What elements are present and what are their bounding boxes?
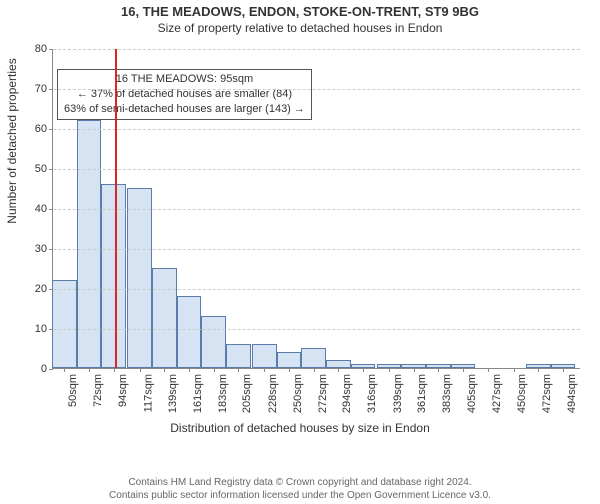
- xtick-label: 228sqm: [267, 374, 279, 413]
- bar: [226, 344, 251, 368]
- ytick-label: 0: [41, 363, 47, 375]
- ytick-label: 40: [35, 203, 47, 215]
- plot-area: 16 THE MEADOWS: 95sqm ← 37% of detached …: [52, 49, 580, 369]
- gridline: [53, 169, 580, 170]
- gridline: [53, 209, 580, 210]
- ytick-mark: [49, 129, 53, 130]
- xtick-mark: [389, 368, 390, 372]
- gridline: [53, 129, 580, 130]
- xtick-label: 450sqm: [517, 374, 529, 413]
- bar: [277, 352, 302, 368]
- footer-attribution: Contains HM Land Registry data © Crown c…: [0, 476, 600, 502]
- gridline: [53, 329, 580, 330]
- footer-line-1: Contains HM Land Registry data © Crown c…: [0, 476, 600, 489]
- xtick-label: 472sqm: [541, 374, 553, 413]
- xtick-mark: [338, 368, 339, 372]
- chart-title-main: 16, THE MEADOWS, ENDON, STOKE-ON-TRENT, …: [0, 4, 600, 19]
- bar: [152, 268, 177, 368]
- annotation-line-1: 16 THE MEADOWS: 95sqm: [64, 72, 305, 87]
- xtick-mark: [189, 368, 190, 372]
- xtick-label: 272sqm: [317, 374, 329, 413]
- xtick-mark: [89, 368, 90, 372]
- xtick-mark: [264, 368, 265, 372]
- footer-line-2: Contains public sector information licen…: [0, 489, 600, 502]
- ytick-mark: [49, 89, 53, 90]
- ytick-label: 10: [35, 323, 47, 335]
- xtick-mark: [414, 368, 415, 372]
- xtick-label: 383sqm: [441, 374, 453, 413]
- bar: [77, 120, 102, 368]
- ytick-mark: [49, 209, 53, 210]
- xtick-label: 427sqm: [491, 374, 503, 413]
- xtick-mark: [164, 368, 165, 372]
- gridline: [53, 289, 580, 290]
- ytick-label: 80: [35, 43, 47, 55]
- gridline: [53, 249, 580, 250]
- xtick-label: 94sqm: [117, 374, 129, 407]
- bar: [252, 344, 277, 368]
- xtick-label: 117sqm: [143, 374, 155, 412]
- ytick-label: 50: [35, 163, 47, 175]
- ytick-mark: [49, 49, 53, 50]
- xtick-label: 494sqm: [566, 374, 578, 413]
- ytick-mark: [49, 169, 53, 170]
- xtick-mark: [214, 368, 215, 372]
- bar: [52, 280, 77, 368]
- bar: [301, 348, 326, 368]
- xtick-mark: [64, 368, 65, 372]
- xtick-label: 50sqm: [67, 374, 79, 407]
- xtick-label: 250sqm: [292, 374, 304, 413]
- xtick-mark: [538, 368, 539, 372]
- gridline: [53, 49, 580, 50]
- bar: [101, 184, 126, 368]
- bar: [201, 316, 226, 368]
- x-axis-label: Distribution of detached houses by size …: [0, 421, 600, 435]
- xtick-label: 139sqm: [167, 374, 179, 413]
- xtick-mark: [463, 368, 464, 372]
- xtick-label: 72sqm: [92, 374, 104, 407]
- xtick-mark: [514, 368, 515, 372]
- ytick-label: 20: [35, 283, 47, 295]
- xtick-mark: [438, 368, 439, 372]
- ytick-label: 30: [35, 243, 47, 255]
- bar: [326, 360, 351, 368]
- xtick-mark: [363, 368, 364, 372]
- ytick-mark: [49, 289, 53, 290]
- bar: [177, 296, 202, 368]
- annotation-box: 16 THE MEADOWS: 95sqm ← 37% of detached …: [57, 69, 312, 120]
- xtick-label: 183sqm: [217, 374, 229, 413]
- xtick-mark: [488, 368, 489, 372]
- xtick-label: 205sqm: [241, 374, 253, 413]
- ytick-label: 60: [35, 123, 47, 135]
- y-axis-label: Number of detached properties: [5, 41, 19, 241]
- ytick-mark: [49, 329, 53, 330]
- gridline: [53, 89, 580, 90]
- xtick-label: 161sqm: [192, 374, 204, 413]
- chart-container: Number of detached properties 16 THE MEA…: [0, 41, 600, 441]
- marker-line: [115, 49, 117, 368]
- xtick-label: 294sqm: [341, 374, 353, 413]
- annotation-line-3: 63% of semi-detached houses are larger (…: [64, 102, 305, 117]
- xtick-mark: [140, 368, 141, 372]
- xtick-label: 405sqm: [466, 374, 478, 413]
- ytick-mark: [49, 369, 53, 370]
- xtick-mark: [563, 368, 564, 372]
- xtick-mark: [114, 368, 115, 372]
- bar: [127, 188, 152, 368]
- chart-title-sub: Size of property relative to detached ho…: [0, 21, 600, 35]
- ytick-label: 70: [35, 83, 47, 95]
- ytick-mark: [49, 249, 53, 250]
- xtick-label: 339sqm: [392, 374, 404, 413]
- xtick-mark: [314, 368, 315, 372]
- xtick-mark: [289, 368, 290, 372]
- xtick-mark: [238, 368, 239, 372]
- xtick-label: 316sqm: [366, 374, 378, 413]
- xtick-label: 361sqm: [417, 374, 429, 413]
